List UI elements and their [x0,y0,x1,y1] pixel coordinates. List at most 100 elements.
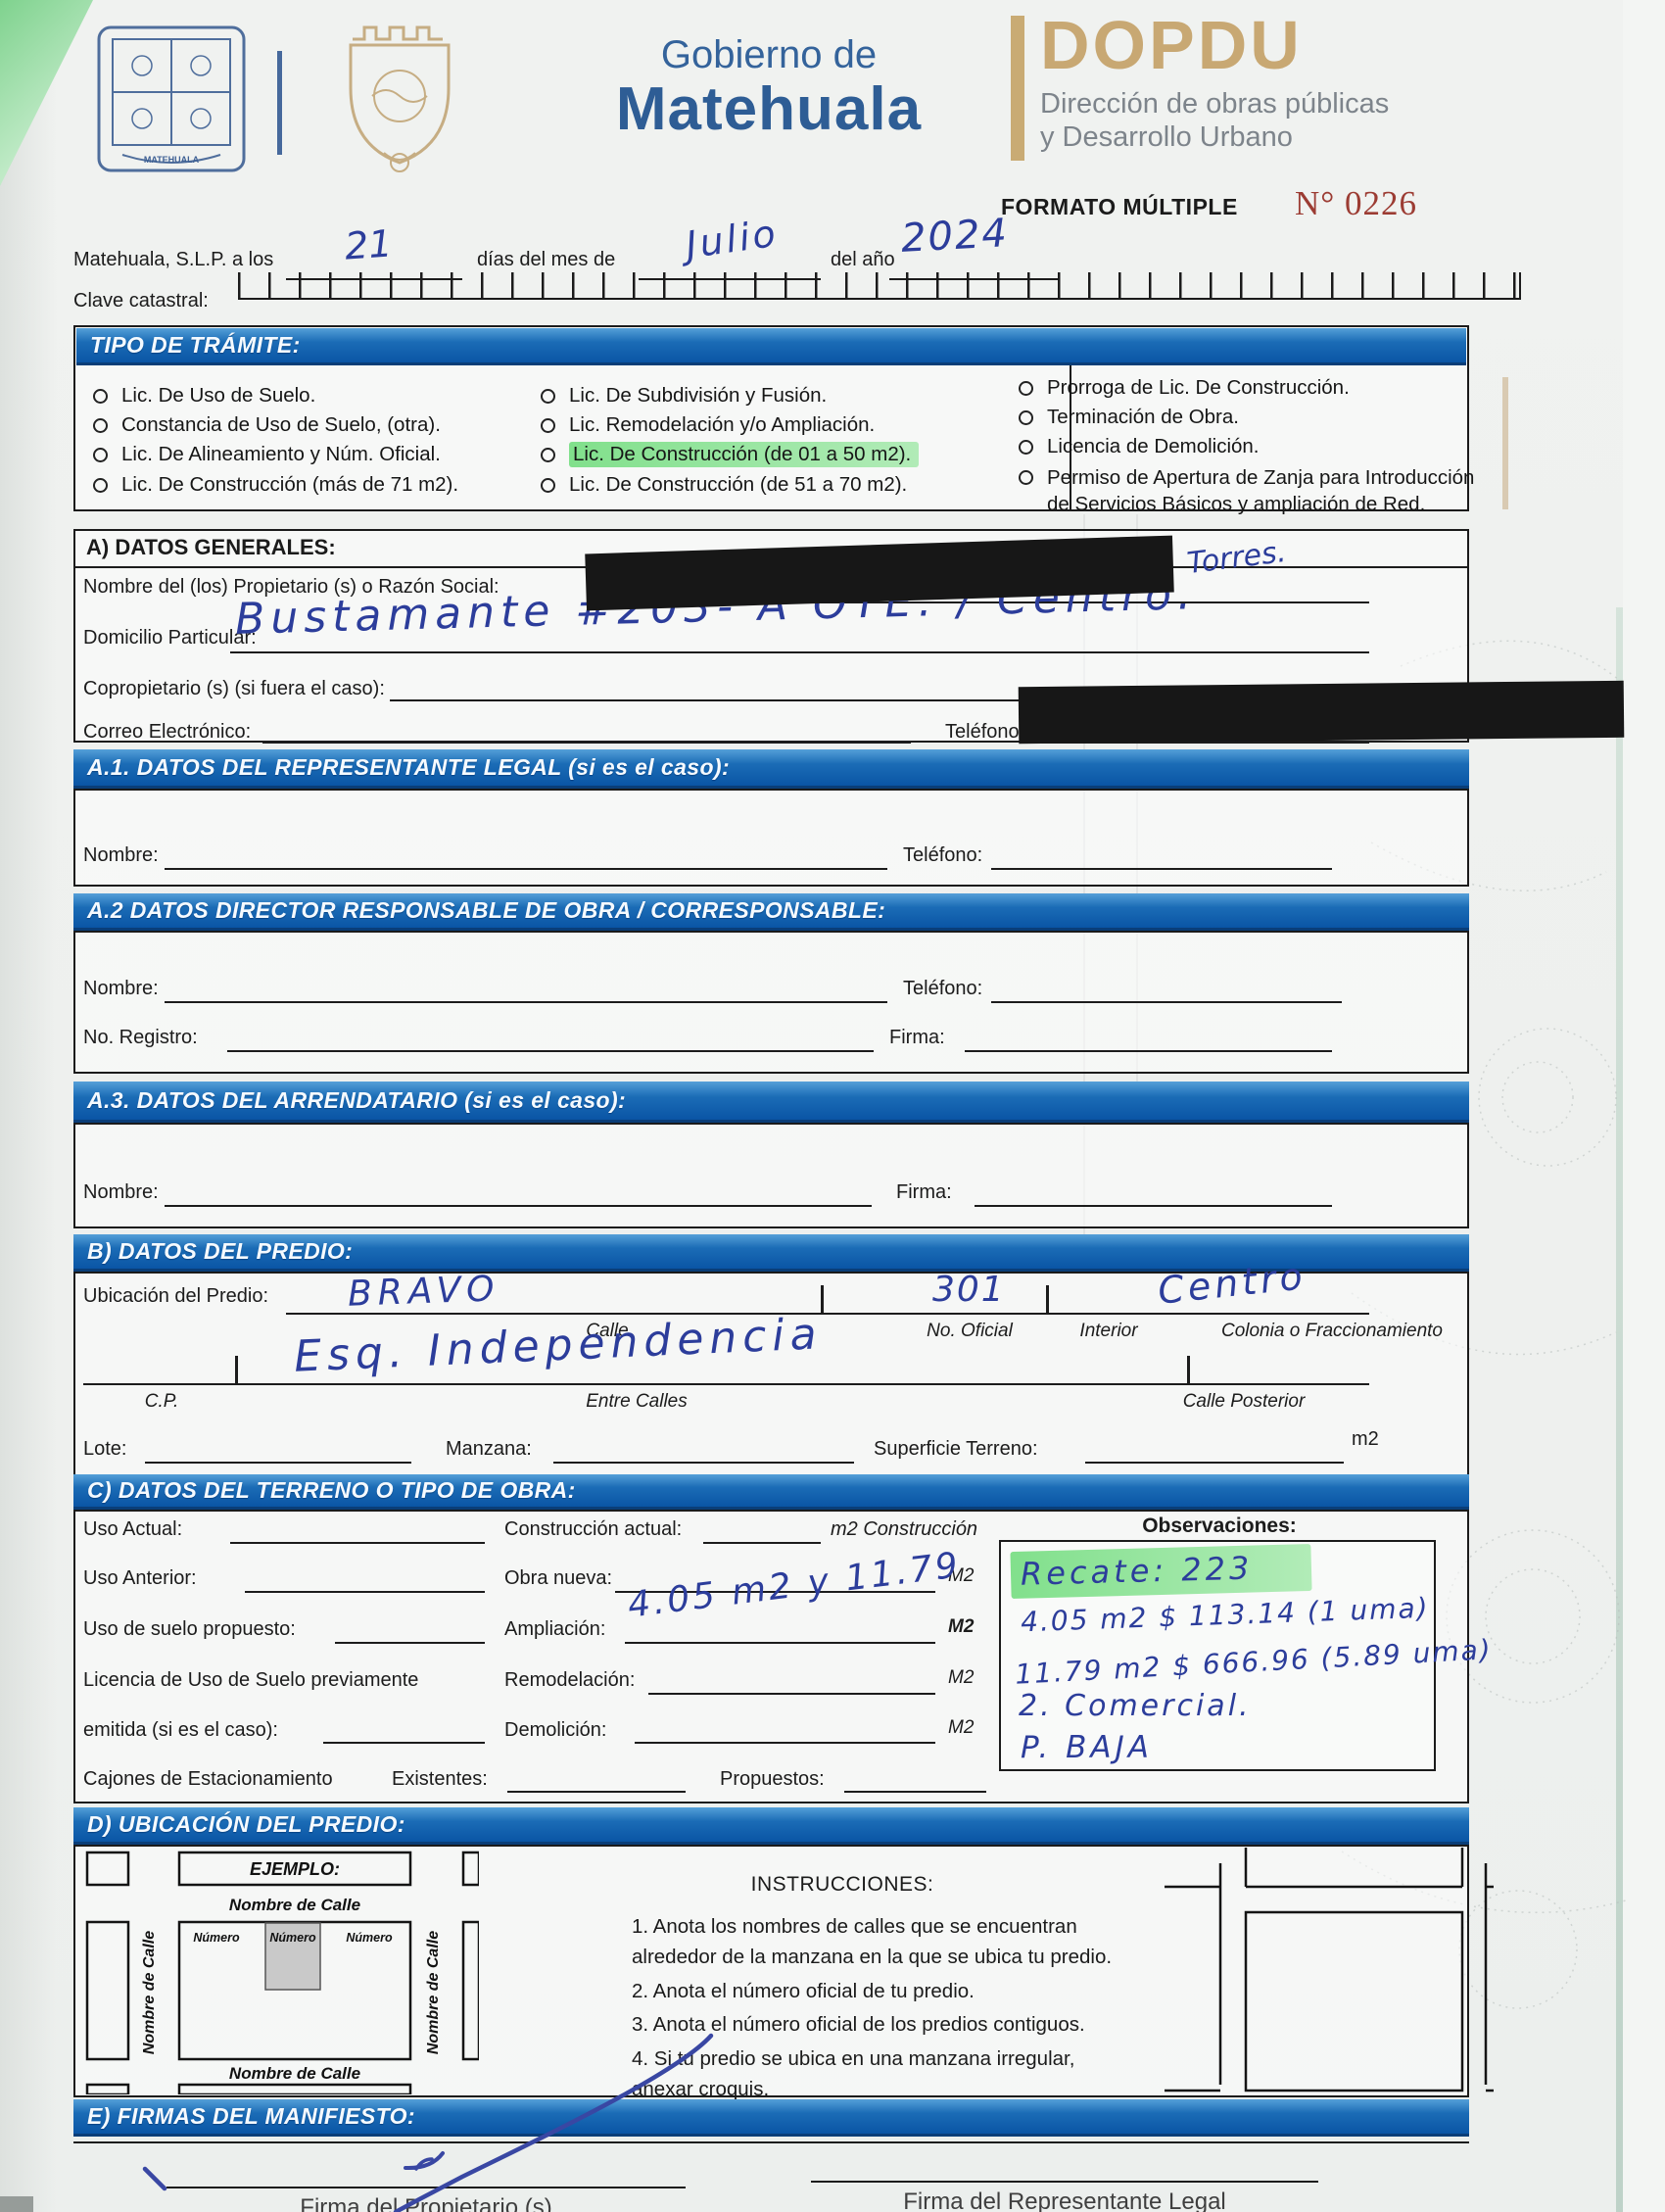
header-gold-bar [1011,16,1024,161]
uso-propuesto-label: Uso de suelo propuesto: [83,1618,296,1640]
rep-legal-title: A.1. DATOS DEL REPRESENTANTE LEGAL (si e… [87,754,731,780]
cp-tick [235,1356,238,1383]
instruccion-4: 4. Si tu predio se ubica en una manzana … [632,2047,1075,2100]
paper-right-margin [1623,0,1665,2212]
nombre-propietario-line [588,601,1369,603]
posterior-tick [1187,1356,1190,1383]
radio-circle-icon [541,448,555,463]
superficie-line [1085,1462,1344,1464]
calle-sublabel: Calle [586,1321,629,1341]
cp-sublabel: C.P. [144,1391,179,1412]
calle-posterior-sublabel: Calle Posterior [1182,1391,1306,1412]
obra-nueva-line [615,1591,935,1593]
tramite-option: Lic. De Alineamiento y Núm. Oficial. [121,443,441,465]
rep-legal-header: A.1. DATOS DEL REPRESENTANTE LEGAL (si e… [73,749,1469,789]
arrendatario-section [73,1123,1469,1228]
calle-value: BRAVO [347,1269,501,1315]
dept-line1: Dirección de obras públicas [1040,88,1390,120]
radio-circle-icon [1019,440,1033,456]
signature-pen-stroke [142,2033,714,2212]
tramite-option: Lic. Remodelación y/o Ampliación. [569,413,876,436]
licencia-label-1: Licencia de Uso de Suelo previamente [83,1669,419,1691]
propuestos-line [844,1791,986,1793]
firmas-title: E) FIRMAS DEL MANIFIESTO: [87,2103,415,2129]
lot-number-center: Número [269,1931,316,1945]
manzana-line [553,1462,854,1464]
no-oficial-value: 301 [932,1270,1006,1310]
street-name-top: Nombre de Calle [229,1896,360,1914]
director-firma-line [965,1050,1332,1052]
paper-left-edge [0,0,57,2212]
date-year-value: 2024 [899,211,1010,262]
instruccion-3: 3. Anota el número oficial de los predio… [632,2013,1085,2037]
colonia-sublabel: Colonia o Fraccionamiento [1220,1321,1443,1341]
arrendatario-nombre-label: Nombre: [83,1181,159,1203]
uso-anterior-label: Uso Anterior: [83,1567,197,1589]
radio-circle-icon [93,389,108,405]
obs-highlight: Recate: 223 [1010,1543,1312,1600]
example-map-diagram: EJEMPLO: Nombre de Calle Número Número N… [85,1851,479,2094]
firma-propietario-label: Firma del Propietario (s) [300,2194,552,2212]
radio-circle-icon [93,478,108,494]
radio-circle-icon [1019,470,1033,485]
predio-header: B) DATOS DEL PREDIO: [73,1234,1469,1272]
remodelacion-line [648,1693,935,1695]
radio-circle-icon [1019,381,1033,397]
street-name-bottom: Nombre de Calle [229,2064,360,2083]
street-name-left: Nombre de Calle [141,1931,158,2054]
director-nombre-label: Nombre: [83,978,159,999]
header-divider [277,51,282,155]
ubicacion-line [286,1313,1369,1315]
director-telefono-label: Teléfono: [903,978,983,999]
rep-nombre-label: Nombre: [83,844,159,866]
folio-number: N° 0226 [1295,184,1418,222]
instruccion-1: 1. Anota los nombres de calles que se en… [632,1915,1113,1968]
shaded-lot [264,1922,321,1991]
lote-line [145,1462,411,1464]
m2-construccion-label: m2 Construcción [831,1518,978,1540]
terreno-title: C) DATOS DEL TERRENO O TIPO DE OBRA: [87,1477,576,1503]
tramite-column-divider [1070,365,1071,509]
entre-calles-line [83,1383,1369,1385]
ubicacion-tick [1046,1285,1049,1313]
uso-anterior-line [245,1591,485,1593]
director-title: A.2 DATOS DIRECTOR RESPONSABLE DE OBRA /… [87,897,886,923]
radio-circle-icon [93,418,108,434]
construccion-actual-label: Construcción actual: [504,1518,683,1540]
superficie-label: Superficie Terreno: [874,1438,1038,1460]
firma-representante-line [811,2181,1318,2183]
obs-line4: 2. Comercial. [1019,1689,1252,1723]
tramite-option: Lic. De Subdivisión y Fusión. [569,384,828,407]
radio-circle-icon [541,418,555,434]
generales-title: A) DATOS GENERALES: [86,535,336,559]
domicilio-label: Domicilio Particular: [83,627,257,649]
terreno-header: C) DATOS DEL TERRENO O TIPO DE OBRA: [73,1474,1469,1510]
date-year-prefix: del año [831,249,895,270]
formato-label: FORMATO MÚLTIPLE [1001,194,1238,219]
director-registro-line [227,1050,874,1052]
demolicion-label: Demolición: [504,1719,607,1741]
director-firma-label: Firma: [889,1027,945,1048]
tramite-option: Lic. De Construcción (de 51 a 70 m2). [569,473,908,496]
rep-legal-section [73,789,1469,887]
uso-actual-label: Uso Actual: [83,1518,183,1540]
director-registro-label: No. Registro: [83,1027,198,1048]
remodelacion-label: Remodelación: [504,1669,636,1691]
nombre-propietario-label: Nombre del (los) Propietario (s) o Razón… [83,576,500,598]
existentes-label: Existentes: [392,1768,488,1790]
remodelacion-m2: M2 [948,1667,975,1688]
demolicion-m2: M2 [948,1717,975,1738]
tramite-title: TIPO DE TRÁMITE: [90,332,301,358]
uso-actual-line [230,1542,485,1544]
dept-line2: y Desarrollo Urbano [1040,121,1293,153]
street-name-right: Nombre de Calle [425,1931,442,2054]
date-prefix: Matehuala, S.L.P. a los [73,249,274,270]
dept-acronym: DOPDU [1040,7,1303,83]
radio-circle-icon [93,448,108,463]
firma-propietario-line [166,2187,686,2188]
tramite-option: Lic. De Construcción (más de 71 m2). [121,473,459,496]
rep-nombre-line [165,868,887,870]
telefono-label: Teléfono: [945,721,1025,743]
firmas-rule [73,2141,1469,2143]
propuestos-label: Propuestos: [720,1768,825,1790]
